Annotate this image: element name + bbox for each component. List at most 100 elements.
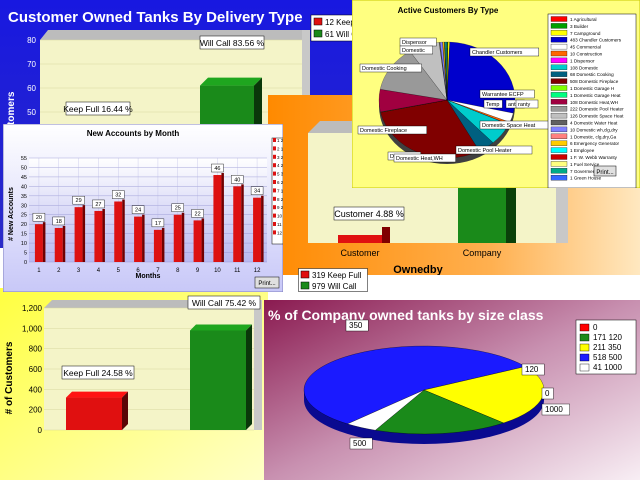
active-print-button[interactable]	[593, 165, 617, 177]
delivery-title: Customer Owned Tanks By Delivery Type	[8, 9, 303, 26]
active-legend-label: 508 Domestic Fireplace	[570, 79, 619, 84]
newacc-data-label: 18	[56, 219, 62, 225]
newacc-data-label-box	[131, 205, 145, 214]
newacc-bar-side	[161, 227, 165, 262]
active-legend-label: 1 Employee	[570, 148, 595, 153]
active-slice-label: Domestic Pool Heater	[458, 148, 512, 154]
size-legend-swatch	[579, 363, 590, 372]
delivery-legend-keep: 12 Keep Full	[325, 18, 370, 27]
delivery-plot-top	[40, 30, 310, 40]
active-slice-label-box	[515, 99, 539, 109]
newacc-data-label: 22	[195, 211, 201, 217]
size-class-pie: 350 120 0 1000 500	[303, 319, 570, 450]
newacc-data-label: 29	[76, 198, 82, 204]
newacc-xlabel: Months	[136, 273, 161, 280]
active-legend-label: 4 Domestic Water Heat	[570, 121, 618, 126]
size-slice-label-box	[541, 403, 570, 416]
active-slice-label: ranty	[518, 102, 530, 108]
delivery-data-label-box	[199, 35, 265, 50]
newacc-bar-side	[122, 199, 125, 262]
newacc-x-tick-label: 1	[37, 268, 41, 274]
delivery-bar-top	[200, 77, 262, 86]
newacc-bar	[74, 207, 83, 262]
active-legend-swatch	[550, 168, 568, 174]
active-legend-label: 68 Domestic Cooking	[570, 72, 614, 77]
delivery-legend-swatch-will	[313, 29, 323, 38]
newacc-data-label: 34	[254, 189, 260, 195]
company-y-tick-label: 400	[29, 385, 43, 394]
newacc-bar	[94, 210, 103, 262]
newacc-legend-swatch	[273, 213, 276, 218]
newacc-y-tick-label: 40	[21, 184, 27, 190]
ownedby-label-box	[333, 206, 405, 221]
newacc-y-tick-label: 35	[21, 194, 27, 200]
size-slice-label-box	[349, 437, 373, 450]
company-bar	[190, 330, 246, 430]
newacc-bar	[34, 224, 43, 262]
newacc-data-label: 40	[234, 177, 240, 183]
company-data-label: Keep Full 24.58 %	[63, 368, 133, 378]
active-legend-swatch	[550, 71, 568, 77]
newacc-legend-label: 7 17	[277, 188, 283, 193]
active-legend-swatch	[550, 126, 568, 133]
newacc-ylabel: # New Accounts	[8, 187, 15, 241]
active-slice-label-box	[357, 125, 428, 135]
size-slice-label: 350	[349, 321, 363, 330]
newacc-data-label: 20	[36, 215, 42, 221]
newacc-legend-label: 1 20	[277, 138, 283, 143]
active-slice-label: Chandler Customers	[472, 50, 523, 56]
active-customers-chart: Active Customers By Type Dispensor Domest…	[352, 0, 640, 188]
size-legend-swatch	[579, 343, 590, 352]
newacc-legend-swatch	[273, 230, 276, 235]
newacc-data-label-box	[112, 190, 125, 199]
company-y-tick-label: 800	[29, 345, 43, 354]
active-legend-label: 108 Domestic	[570, 65, 599, 70]
active-legend-swatch	[550, 106, 568, 112]
size-pie-slice	[303, 345, 526, 425]
active-legend-swatch	[550, 43, 568, 50]
newacc-data-label-box	[231, 175, 244, 184]
active-legend-swatch	[550, 30, 568, 36]
newacc-bar-side	[201, 218, 205, 262]
newacc-bar-side	[261, 195, 264, 262]
company-legend-svg: 319 Keep Full 979 Will Call	[298, 268, 368, 292]
active-legend-swatch	[550, 16, 568, 22]
size-legend-swatch	[579, 323, 590, 332]
size-pie-slice	[375, 389, 504, 435]
size-legend-label: 518 500	[593, 353, 622, 362]
newacc-legend-swatch	[273, 154, 276, 159]
size-class-svg: % of Company owned tanks by size class 3…	[264, 300, 640, 480]
active-legend-label: 1 Fuel Service	[570, 162, 600, 167]
active-legend-swatch	[550, 78, 568, 84]
active-legend-label: 10 Domestic wh,clg,dry	[570, 127, 618, 132]
size-legend-swatch	[579, 353, 590, 362]
company-bar-side	[246, 324, 252, 430]
delivery-data-label: Keep Full 16.44 %	[63, 104, 133, 114]
newacc-print-button[interactable]	[254, 276, 280, 289]
company-y-tick-label: 200	[29, 406, 43, 415]
company-data-label-box	[61, 365, 135, 380]
newacc-y-tick-label: 10	[21, 241, 27, 247]
ownedby-tick-company: Company	[463, 248, 502, 258]
active-legend-label: 1 Domestic, clg,dry,Ga	[570, 134, 617, 139]
company-y-tick-label: 0	[38, 426, 43, 435]
newacc-bar-side	[181, 212, 185, 262]
active-legend-swatch	[550, 161, 568, 167]
company-data-label: Will Call 75.42 %	[192, 298, 257, 308]
active-slice-label-box	[359, 63, 422, 73]
active-legend-swatch	[550, 85, 568, 91]
newacc-data-label: 27	[95, 202, 101, 208]
active-legend-swatch	[550, 64, 568, 70]
newacc-legend-label: 8 25	[277, 197, 283, 202]
size-legend-label: 211 350	[593, 343, 622, 352]
newacc-bar-side	[62, 225, 66, 262]
newacc-y-tick-label: 50	[21, 165, 27, 171]
delivery-y-tick-label: 50	[27, 108, 36, 117]
active-legend-label: 1 Green House	[570, 176, 602, 181]
company-bar-chart: # of Customers 0 200 400 600 800 1,000 1,200 K…	[0, 288, 268, 480]
newacc-bar	[153, 229, 162, 262]
newacc-bar-side	[241, 184, 244, 262]
newacc-x-tick-label: 2	[57, 268, 61, 274]
newacc-data-label: 24	[135, 208, 141, 214]
newacc-legend	[271, 137, 283, 245]
